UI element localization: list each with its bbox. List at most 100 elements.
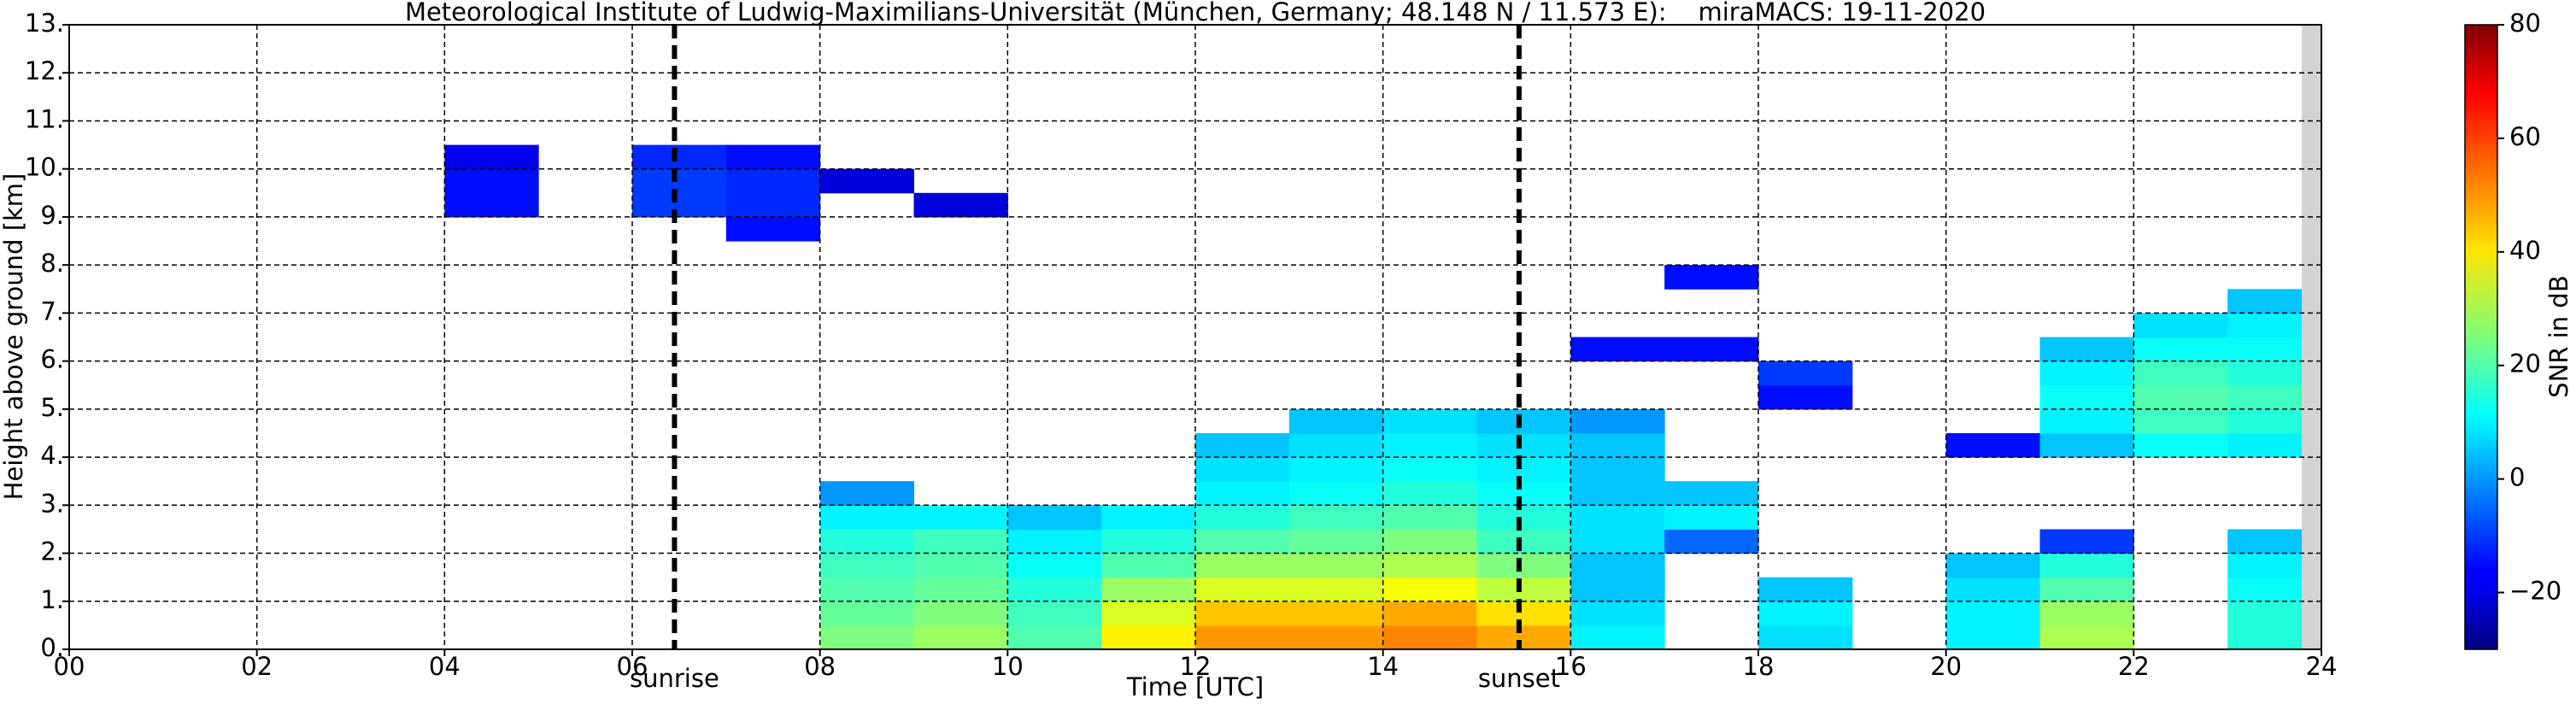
snr-cell	[1476, 553, 1571, 578]
y-tick-label: 8.	[40, 249, 64, 278]
x-tick-label: 06	[617, 652, 648, 681]
snr-cell	[1476, 625, 1571, 650]
snr-cell	[1476, 505, 1571, 530]
snr-cell	[1570, 432, 1665, 458]
snr-cell	[1101, 577, 1196, 602]
snr-cell	[1570, 601, 1665, 626]
snr-cell	[1007, 505, 1102, 530]
snr-cell	[1758, 384, 1853, 410]
snr-cell	[725, 216, 821, 242]
snr-cell	[1288, 408, 1384, 434]
snr-cell	[1101, 529, 1196, 554]
snr-cell	[1382, 577, 1477, 602]
snr-cell	[913, 505, 1008, 530]
y-tick-label: 7.	[40, 296, 64, 326]
snr-cell	[1195, 529, 1290, 554]
snr-cell	[1195, 553, 1290, 578]
y-tick-label: 6.	[40, 345, 64, 374]
snr-cell	[1476, 601, 1571, 626]
snr-cell	[1288, 553, 1384, 578]
snr-cell	[1382, 601, 1477, 626]
snr-cell	[632, 144, 727, 170]
snr-cell	[1195, 625, 1290, 650]
y-tick-label: 4.	[40, 441, 64, 470]
snr-cell	[1007, 553, 1102, 578]
snr-cell	[1758, 601, 1853, 626]
snr-cell	[1570, 337, 1665, 362]
snr-cell	[2133, 361, 2228, 386]
snr-cell	[819, 168, 914, 194]
x-tick-label: 24	[2306, 652, 2338, 681]
x-tick-label: 20	[1930, 652, 1962, 681]
y-tick-label: 10.	[25, 153, 64, 182]
snr-cell	[913, 625, 1008, 650]
snr-cell	[1758, 625, 1853, 650]
snr-cell	[819, 529, 914, 554]
x-tick-label: 08	[804, 652, 836, 681]
snr-cell	[1007, 625, 1102, 650]
snr-cell	[1382, 432, 1477, 458]
snr-cell	[2133, 408, 2228, 434]
snr-cell	[725, 144, 821, 170]
snr-cell	[1288, 577, 1384, 602]
snr-cell	[1570, 505, 1665, 530]
snr-cell	[819, 577, 914, 602]
snr-cell	[2039, 384, 2134, 410]
y-tick-label: 2.	[40, 537, 64, 566]
snr-cell	[632, 192, 727, 218]
colorbar-tick-label: 0	[2509, 463, 2525, 492]
y-tick-label: 11.	[25, 104, 64, 133]
snr-cell	[1007, 601, 1102, 626]
snr-cell	[2039, 625, 2134, 650]
x-axis-label: Time [UTC]	[1126, 672, 1264, 701]
colorbar	[2465, 25, 2497, 649]
snr-cell	[2133, 432, 2228, 458]
snr-cell	[1476, 481, 1571, 506]
snr-cell	[1101, 553, 1196, 578]
snr-cell	[1288, 529, 1384, 554]
snr-cell	[444, 192, 539, 218]
colorbar-tick-label: 20	[2509, 349, 2541, 378]
snr-cell	[819, 481, 914, 506]
snr-cell	[1382, 553, 1477, 578]
snr-cell	[1945, 625, 2040, 650]
snr-cell	[1758, 577, 1853, 602]
snr-cell	[1945, 601, 2040, 626]
snr-cell	[1664, 505, 1759, 530]
colorbar-frame	[2464, 24, 2498, 650]
snr-cell	[2039, 361, 2134, 386]
snr-cell	[2133, 384, 2228, 410]
annotation-label: sunrise	[630, 664, 719, 693]
x-tick-label: 18	[1743, 652, 1775, 681]
snr-cell	[1664, 529, 1759, 554]
snr-cell	[913, 601, 1008, 626]
snr-cell	[1195, 481, 1290, 506]
y-tick-label: 9.	[40, 201, 64, 230]
snr-cell	[1476, 457, 1571, 482]
snr-cell	[1382, 505, 1477, 530]
snr-cell	[1664, 481, 1759, 506]
snr-cell	[2039, 408, 2134, 434]
snr-cell	[1288, 625, 1384, 650]
snr-cell	[2039, 577, 2134, 602]
x-tick-label: 04	[429, 652, 461, 681]
snr-cell	[819, 601, 914, 626]
x-tick-label: 16	[1555, 652, 1587, 681]
snr-cell	[1382, 408, 1477, 434]
snr-cell	[2039, 529, 2134, 554]
snr-cell	[444, 144, 539, 170]
y-tick-label: 1.	[40, 585, 64, 614]
snr-cell	[1476, 432, 1571, 458]
snr-cell	[2133, 313, 2228, 337]
snr-cell	[1288, 505, 1384, 530]
snr-cell	[1570, 481, 1665, 506]
snr-cell	[1195, 577, 1290, 602]
chart-title: Meteorological Institute of Ludwig-Maxim…	[405, 0, 1986, 26]
snr-cell	[1382, 625, 1477, 650]
x-tick-label: 22	[2118, 652, 2150, 681]
x-tick-label: 14	[1367, 652, 1399, 681]
snr-cell	[1288, 481, 1384, 506]
snr-cell	[1007, 577, 1102, 602]
snr-cell	[913, 553, 1008, 578]
snr-cell	[819, 505, 914, 530]
